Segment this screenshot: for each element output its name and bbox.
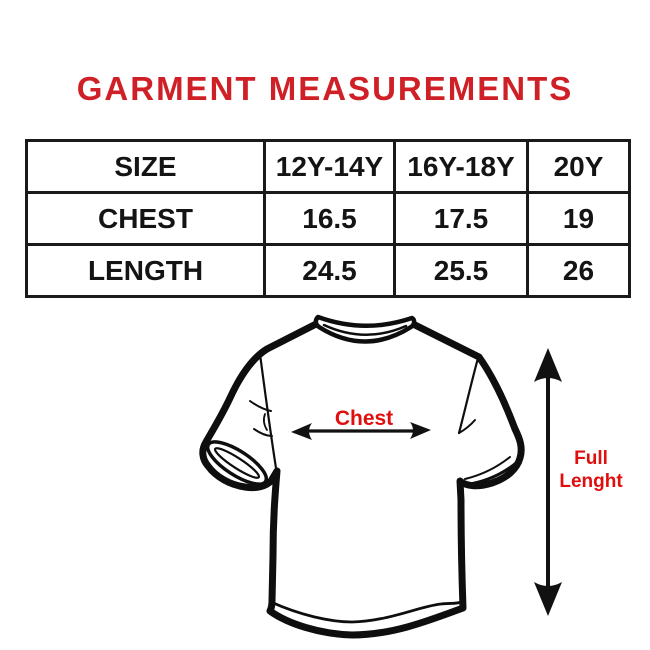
full-length-arrow-top-head <box>534 348 562 382</box>
left-cuff-icon <box>205 440 269 486</box>
left-wrinkle-2 <box>253 428 273 437</box>
tshirt-body-outline <box>199 317 525 639</box>
right-cuff-icon <box>462 461 518 487</box>
full-length-measure-label: Full Lenght <box>559 447 622 493</box>
header-12y-14y: 12Y-14Y <box>263 139 396 194</box>
table-row-length: LENGTH 24.5 25.5 26 <box>25 243 631 298</box>
chest-value-16y-18y: 17.5 <box>393 191 529 246</box>
vertical-double-arrow-icon <box>534 348 562 616</box>
chest-value-12y-14y: 16.5 <box>263 191 396 246</box>
left-cuff-inner-line <box>213 447 261 479</box>
chest-measure-label: Chest <box>334 407 394 430</box>
row-label-length: LENGTH <box>25 243 266 298</box>
size-chart-table: SIZE 12Y-14Y 16Y-18Y 20Y CHEST 16.5 17.5… <box>25 139 631 298</box>
full-length-arrow-bottom-head <box>534 582 562 616</box>
collar-icon <box>313 314 417 344</box>
right-sleeve-seam <box>457 356 480 435</box>
horizontal-double-arrow-icon <box>291 422 431 440</box>
length-value-12y-14y: 24.5 <box>263 243 396 298</box>
table-row-chest: CHEST 16.5 17.5 19 <box>25 191 631 246</box>
header-16y-18y: 16Y-18Y <box>393 139 529 194</box>
page-title: GARMENT MEASUREMENTS <box>76 70 574 107</box>
full-length-line-1: Full <box>574 448 608 469</box>
right-cuff-inner-line <box>464 456 511 480</box>
chest-arrow-right-head <box>410 422 431 439</box>
hem-inner-line <box>269 600 464 624</box>
full-length-line-2: Lenght <box>559 471 623 492</box>
row-label-chest: CHEST <box>25 191 266 246</box>
table-header-row: SIZE 12Y-14Y 16Y-18Y 20Y <box>25 139 631 194</box>
chest-arrow-left-head <box>291 423 312 440</box>
collar-inner-line <box>322 323 408 336</box>
chest-value-20y: 19 <box>526 191 631 246</box>
length-value-16y-18y: 25.5 <box>393 243 529 298</box>
left-wrinkle-1 <box>249 400 272 412</box>
length-value-20y: 26 <box>526 243 631 298</box>
left-wrinkle-3 <box>262 413 268 431</box>
header-20y: 20Y <box>526 139 631 194</box>
header-size: SIZE <box>25 139 266 194</box>
right-wrinkle <box>458 419 476 434</box>
